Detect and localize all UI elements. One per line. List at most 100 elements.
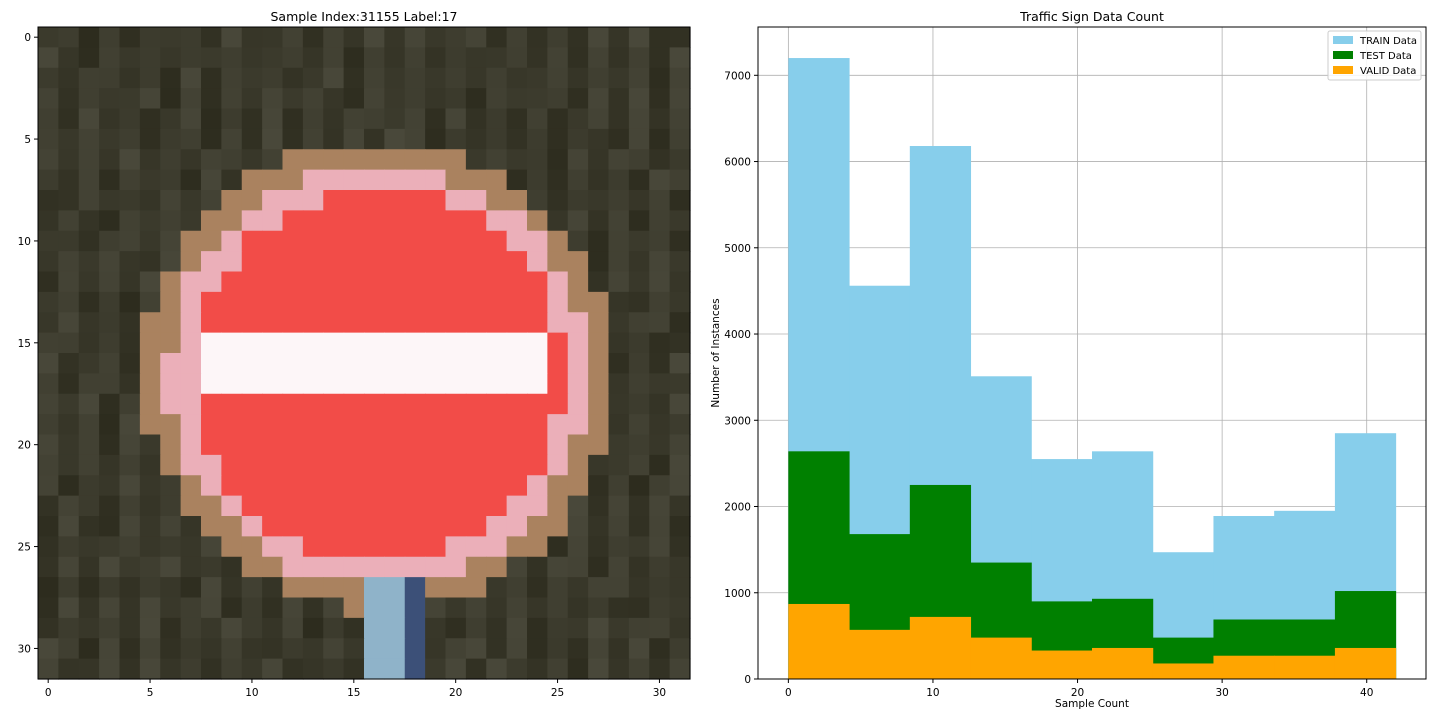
image-pixel — [302, 638, 324, 660]
image-pixel — [445, 149, 467, 171]
image-pixel — [445, 658, 467, 680]
image-pixel — [628, 536, 650, 558]
image-pixel — [221, 393, 243, 415]
image-pixel — [608, 88, 630, 110]
x-tick-label: 10 — [926, 687, 939, 699]
image-pixel — [119, 332, 141, 354]
image-pixel — [139, 454, 161, 476]
image-pixel — [323, 251, 345, 273]
image-pixel — [649, 434, 671, 456]
image-pixel — [364, 271, 385, 293]
image-pixel — [465, 128, 487, 150]
image-pixel — [58, 658, 80, 680]
image-pixel — [119, 617, 141, 639]
image-pixel — [78, 556, 100, 578]
image-pixel — [628, 638, 650, 660]
legend-label-valid: VALID Data — [1360, 66, 1416, 77]
image-pixel — [445, 536, 467, 558]
image-pixel — [669, 617, 691, 639]
image-pixel — [404, 230, 426, 252]
image-pixel — [38, 495, 59, 517]
image-pixel — [486, 291, 508, 313]
image-pixel — [343, 414, 365, 436]
image-pixel — [649, 230, 671, 252]
x-tick-label: 25 — [551, 687, 564, 699]
image-pixel — [241, 312, 263, 334]
image-pixel — [282, 597, 304, 619]
image-pixel — [201, 617, 222, 639]
y-tick-label: 0 — [744, 674, 751, 686]
histogram-bar — [1213, 655, 1275, 679]
image-pixel — [221, 27, 243, 48]
image-pixel — [608, 230, 630, 252]
image-pixel — [119, 373, 141, 395]
image-pixel — [649, 638, 671, 660]
image-pixel — [282, 88, 304, 110]
image-pixel — [99, 149, 121, 171]
image-pixel — [282, 373, 304, 395]
image-pixel — [221, 88, 243, 110]
image-pixel — [506, 332, 528, 354]
image-pixel — [649, 27, 671, 48]
image-pixel — [201, 414, 222, 436]
image-pixel — [119, 108, 141, 130]
image-pixel — [384, 88, 406, 110]
image-pixel — [506, 88, 528, 110]
image-pixel — [404, 190, 426, 211]
image-pixel — [669, 190, 691, 211]
image-pixel — [445, 475, 467, 497]
image-pixel — [506, 128, 528, 150]
image-pixel — [38, 230, 59, 252]
image-pixel — [343, 210, 365, 232]
image-pixel — [567, 434, 589, 456]
image-pixel — [221, 617, 243, 639]
image-pixel — [567, 597, 589, 619]
image-pixel — [119, 495, 141, 517]
image-pixel — [567, 27, 589, 48]
image-pixel — [58, 577, 80, 599]
image-pixel — [160, 353, 182, 374]
image-pixel — [425, 108, 447, 130]
image-pixel — [608, 27, 630, 48]
image-pixel — [343, 190, 365, 211]
image-pixel — [323, 495, 345, 517]
image-pixel — [78, 597, 100, 619]
image-pixel — [608, 373, 630, 395]
image-pixel — [262, 27, 284, 48]
image-pixel — [669, 27, 691, 48]
image-pixel — [221, 230, 243, 252]
image-pixel — [588, 434, 610, 456]
image-pixel — [425, 149, 447, 171]
image-pixel — [58, 332, 80, 354]
image-pixel — [201, 393, 222, 415]
image-pixel — [99, 67, 121, 89]
image-pixel — [567, 271, 589, 293]
image-pixel — [628, 373, 650, 395]
image-pixel — [139, 353, 161, 374]
x-tick-label: 40 — [1360, 687, 1373, 699]
image-pixel — [139, 414, 161, 436]
image-pixel — [608, 434, 630, 456]
image-pixel — [99, 617, 121, 639]
image-pixel — [588, 271, 610, 293]
image-pixel — [160, 475, 182, 497]
image-pixel — [262, 67, 284, 89]
image-pixel — [323, 536, 345, 558]
image-pixel — [262, 577, 284, 599]
image-pixel — [221, 291, 243, 313]
image-pixel — [608, 47, 630, 69]
image-pixel — [669, 108, 691, 130]
image-pixel — [262, 373, 284, 395]
image-pixel — [38, 291, 59, 313]
image-pixel — [78, 353, 100, 374]
image-pixel — [425, 638, 447, 660]
image-pixel — [201, 210, 222, 232]
image-pixel — [445, 597, 467, 619]
image-pixel — [628, 393, 650, 415]
x-tick-label: 15 — [347, 687, 360, 699]
image-pixel — [364, 108, 385, 130]
image-pixel — [384, 577, 406, 599]
legend-swatch-valid — [1333, 66, 1353, 74]
image-pixel — [201, 475, 222, 497]
image-pixel — [343, 108, 365, 130]
